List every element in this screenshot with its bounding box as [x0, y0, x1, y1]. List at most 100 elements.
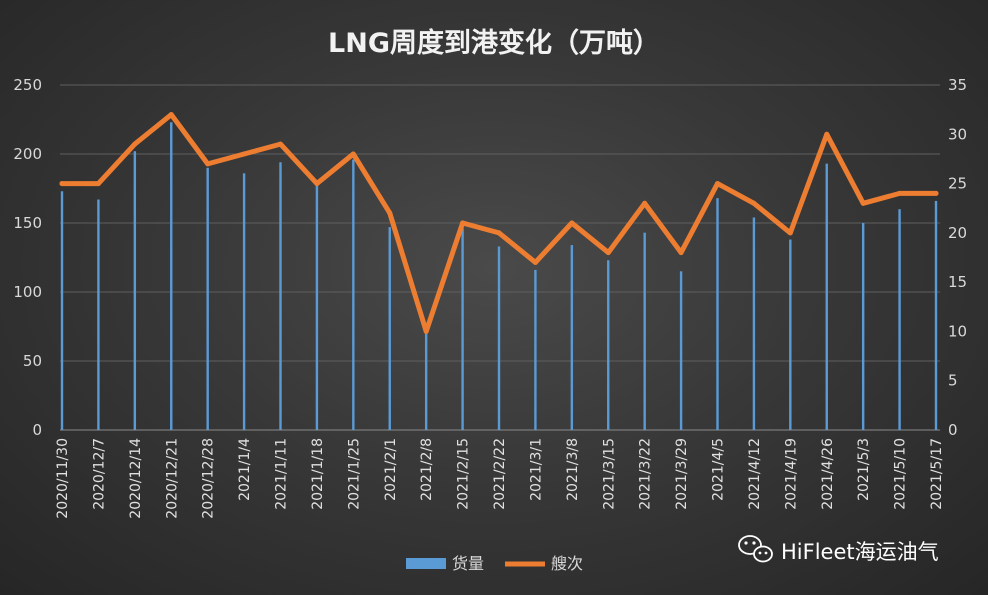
right-axis-tick-label: 35	[948, 76, 967, 94]
line-point	[278, 141, 283, 147]
line-point	[168, 112, 174, 118]
x-axis-tick-label: 2021/4/5	[711, 438, 727, 501]
x-axis-tick-label: 2020/12/7	[91, 438, 107, 510]
bar	[170, 122, 173, 430]
line-point	[132, 141, 138, 147]
x-axis-tick-label: 2021/3/1	[528, 438, 544, 501]
x-axis-tick-label: 2021/2/8	[419, 438, 435, 501]
bar	[133, 151, 137, 431]
right-axis-tick-label: 10	[948, 322, 967, 340]
legend-line-label: 艘次	[551, 554, 583, 573]
x-axis-ticks: 2020/11/30 2020/12/7 2020/12/14 2020/12/21 2…	[55, 438, 945, 519]
x-axis-tick-label: 2021/1/18	[310, 438, 326, 510]
x-axis-tick-label: 2021/2/15	[456, 438, 472, 510]
line-point	[496, 230, 502, 236]
line-point	[824, 131, 830, 137]
line-point	[569, 220, 575, 226]
bar	[242, 173, 246, 430]
left-axis-tick-label: 50	[23, 352, 42, 370]
x-axis-tick-label: 2020/12/21	[164, 438, 180, 519]
legend-bar-swatch	[406, 558, 446, 569]
line-point	[59, 181, 65, 187]
line-point	[241, 151, 247, 157]
x-axis-tick-label: 2020/12/28	[201, 438, 217, 519]
right-axis-tick-label: 5	[948, 372, 958, 390]
x-axis-tick-label: 2021/4/26	[820, 438, 836, 510]
bar	[206, 167, 209, 431]
line-point	[897, 190, 903, 196]
left-axis-tick-label: 200	[13, 145, 42, 163]
line-point	[605, 250, 611, 256]
bar-series	[60, 122, 938, 431]
x-axis-tick-label: 2021/5/10	[893, 438, 909, 510]
line-point	[933, 190, 939, 196]
right-axis-tick-label: 25	[948, 175, 967, 193]
bar	[461, 228, 464, 430]
x-axis-tick-label: 2021/3/22	[638, 438, 654, 510]
bar	[279, 162, 282, 430]
line-point	[423, 328, 429, 334]
chart-title: LNG周度到港变化（万吨）	[328, 27, 660, 59]
bar	[352, 159, 355, 430]
left-axis-tick-label: 100	[13, 283, 42, 301]
left-axis-tick-label: 250	[13, 76, 42, 94]
line-point	[95, 181, 101, 187]
x-axis-tick-label: 2021/4/12	[747, 438, 763, 510]
bar	[789, 239, 792, 430]
right-axis-ticks: 0 5 10 15 20 25 30 35	[948, 76, 967, 439]
bar	[97, 199, 100, 430]
x-axis-tick-label: 2021/5/3	[856, 438, 872, 501]
line-point	[532, 259, 538, 265]
line-point	[715, 181, 720, 187]
left-axis-tick-label: 0	[32, 421, 42, 439]
right-axis-tick-label: 30	[948, 125, 967, 143]
bar	[643, 232, 646, 430]
line-point	[350, 151, 356, 157]
bar	[825, 163, 828, 430]
line-series	[59, 112, 939, 334]
x-axis-tick-label: 2021/3/8	[565, 438, 581, 501]
watermark: HiFleet海运油气	[738, 535, 939, 564]
bar	[898, 209, 901, 430]
right-axis-tick-label: 15	[948, 273, 967, 291]
bar	[752, 217, 756, 430]
bar	[861, 223, 865, 430]
wechat-icon	[738, 535, 773, 563]
line-point	[678, 250, 684, 256]
left-axis-ticks: 0 50 100 150 200 250	[13, 76, 42, 439]
bar	[934, 200, 938, 430]
x-axis-tick-label: 2021/1/25	[346, 438, 362, 510]
x-axis-tick-label: 2021/3/29	[674, 438, 690, 510]
legend-bar-label: 货量	[452, 554, 484, 573]
bar	[570, 245, 574, 430]
x-axis-tick-label: 2021/2/1	[383, 438, 399, 501]
bar	[607, 260, 610, 430]
line-point	[787, 230, 793, 236]
line-point	[751, 200, 757, 206]
left-axis-tick-label: 150	[13, 214, 42, 232]
bar	[497, 246, 501, 430]
bar	[60, 191, 64, 430]
line-point	[387, 210, 393, 216]
x-axis-tick-label: 2021/1/4	[237, 438, 253, 501]
line-point	[642, 200, 648, 206]
bar	[388, 227, 391, 430]
watermark-text: HiFleet海运油气	[781, 540, 939, 564]
line-point	[860, 200, 866, 206]
x-axis-tick-label: 2021/3/15	[601, 438, 617, 510]
legend: 货量 艘次	[406, 554, 583, 573]
bar	[315, 184, 319, 430]
bar	[716, 198, 719, 430]
line-point	[314, 181, 320, 187]
right-axis-tick-label: 0	[948, 421, 958, 439]
x-axis-tick-label: 2021/4/19	[783, 438, 799, 510]
line-point	[460, 220, 466, 226]
bar	[424, 329, 428, 430]
x-axis-tick-label: 2021/2/22	[492, 438, 508, 510]
right-axis-tick-label: 20	[948, 224, 967, 242]
x-axis-tick-label: 2021/5/17	[929, 438, 945, 510]
x-axis-tick-label: 2020/11/30	[55, 438, 71, 519]
x-axis-tick-label: 2021/1/11	[274, 438, 290, 510]
